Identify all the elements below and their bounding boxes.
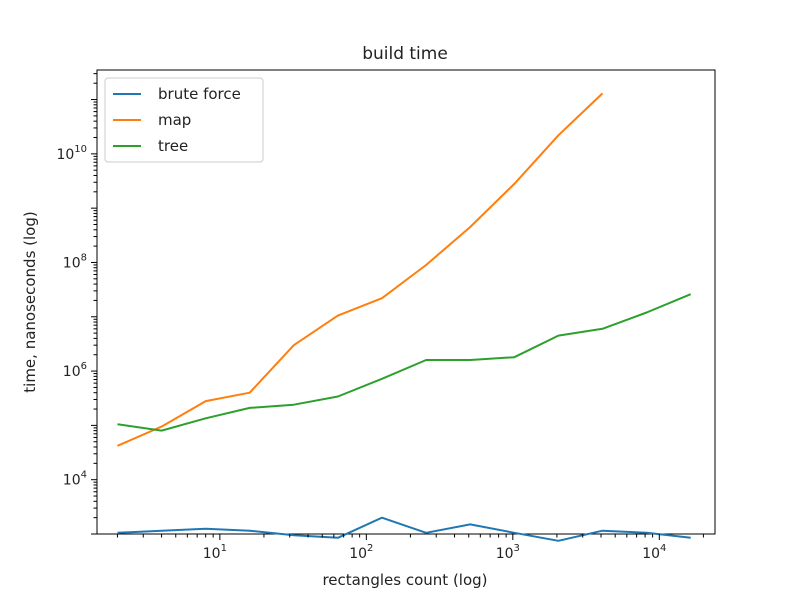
- y-tick-label: 106: [63, 361, 87, 380]
- y-axis-label: time, nanoseconds (log): [21, 211, 39, 392]
- legend-label: tree: [158, 137, 188, 155]
- y-tick-label: 1010: [56, 144, 87, 163]
- series-line-0: [117, 516, 691, 542]
- y-axis: 104 106 108 1010: [56, 73, 97, 535]
- legend-label: map: [158, 111, 191, 129]
- x-tick-label: 102: [349, 543, 373, 562]
- legend-items: brute force map tree: [113, 85, 241, 155]
- x-axis: 101 102 103 104: [116, 534, 704, 562]
- plot-frame: [96, 69, 716, 535]
- x-tick-label: 101: [203, 543, 227, 562]
- legend-label: brute force: [158, 85, 241, 103]
- y-tick-label: 108: [63, 252, 87, 271]
- y-tick-label: 104: [63, 470, 87, 489]
- series-line-2: [117, 293, 692, 432]
- series-line-1: [117, 92, 604, 447]
- x-axis-label: rectangles count (log): [322, 571, 487, 589]
- legend-frame: [104, 77, 264, 163]
- x-tick-label: 103: [496, 543, 520, 562]
- series-layer: [117, 92, 692, 542]
- chart-title: build time: [362, 44, 448, 64]
- x-tick-label: 104: [642, 543, 666, 562]
- legend: brute force map tree: [104, 77, 264, 163]
